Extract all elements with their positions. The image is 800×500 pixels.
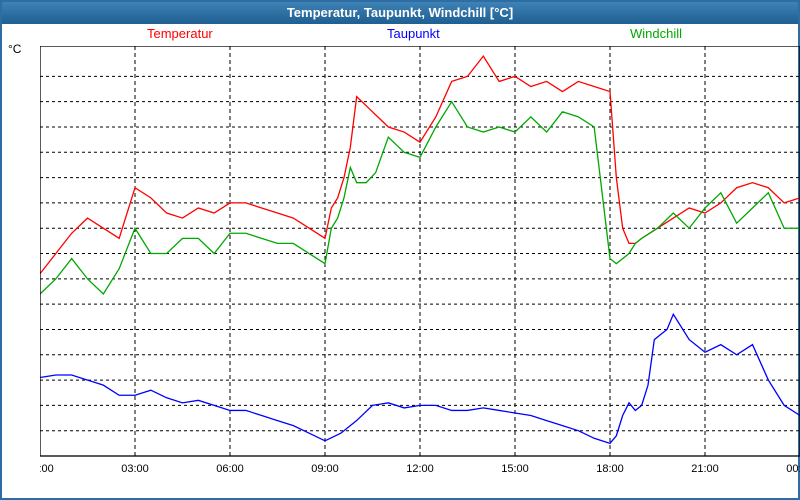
- x-tick-time-label: 09:00: [311, 463, 339, 475]
- x-tick-time-label: 06:00: [216, 463, 244, 475]
- x-tick-time-label: 00:00: [786, 463, 800, 475]
- legend-windchill[interactable]: Windchill: [630, 26, 682, 41]
- chart-window: Temperatur, Taupunkt, Windchill [°C] Tem…: [0, 0, 800, 500]
- x-tick-time-label: 12:00: [406, 463, 434, 475]
- legend-temperatur[interactable]: Temperatur: [147, 26, 213, 41]
- chart-svg: 10,511,011,512,012,513,013,514,014,515,0…: [40, 46, 800, 476]
- x-tick-time-label: 21:00: [691, 463, 719, 475]
- legend-taupunkt[interactable]: Taupunkt: [387, 26, 440, 41]
- x-tick-time-label: 03:00: [121, 463, 149, 475]
- legend-row: Temperatur Taupunkt Windchill: [2, 24, 798, 46]
- chart-title: Temperatur, Taupunkt, Windchill [°C]: [2, 2, 798, 24]
- y-axis-unit-label: °C: [8, 42, 21, 56]
- plot-area: °C 10,511,011,512,012,513,013,514,014,51…: [40, 46, 800, 476]
- x-tick-time-label: 15:00: [501, 463, 529, 475]
- x-tick-time-label: 18:00: [596, 463, 624, 475]
- x-tick-time-label: 00:00: [40, 463, 54, 475]
